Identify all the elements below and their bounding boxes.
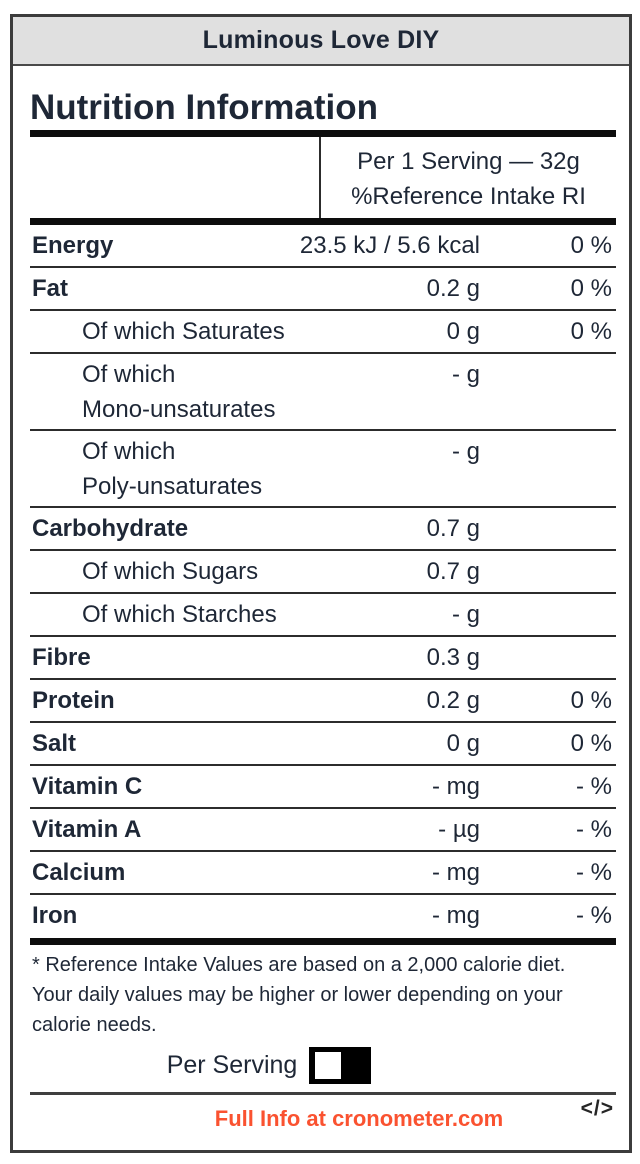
reference-intake-footnote: * Reference Intake Values are based on a…: [30, 950, 616, 1040]
nutrient-name: Salt: [32, 730, 77, 757]
nutrient-name: Vitamin A: [32, 816, 142, 843]
nutrient-ri: - %: [576, 816, 612, 843]
nutrient-ri: 0 %: [570, 232, 612, 259]
brand-title: Luminous Love DIY: [202, 26, 440, 54]
nutrient-amount: 0.2 g: [426, 275, 480, 302]
toggle-knob-icon: [315, 1051, 342, 1079]
thick-divider-bottom: [30, 938, 616, 945]
table-row-carbohydrate: Carbohydrate 0.7 g: [30, 508, 616, 551]
nutrient-amount: - mg: [432, 773, 480, 800]
nutrient-ri: 0 %: [570, 275, 612, 302]
nutrient-name: Iron: [32, 902, 78, 929]
footnote-line: * Reference Intake Values are based on a…: [32, 954, 566, 976]
nutrient-amount: - g: [451, 361, 480, 388]
table-row-mono-unsaturates: Of which Mono-unsaturates - g: [30, 354, 616, 431]
table-row-sugars: Of which Sugars 0.7 g: [30, 551, 616, 594]
per-serving-toggle[interactable]: [309, 1046, 372, 1084]
nutrient-name: Protein: [32, 687, 115, 714]
footnote-line: Your daily values may be higher or lower…: [32, 984, 563, 1006]
table-row-calcium: Calcium - mg - %: [30, 852, 616, 895]
nutrient-name: Of which Starches: [82, 601, 277, 628]
nutrient-table: Energy 23.5 kJ / 5.6 kcal 0 % Fat 0.2 g …: [30, 225, 616, 938]
nutrient-amount: - µg: [438, 816, 480, 843]
table-row-protein: Protein 0.2 g 0 %: [30, 680, 616, 723]
nutrient-name: Fat: [32, 275, 68, 302]
nutrient-name: Carbohydrate: [32, 515, 189, 542]
nutrient-amount: 0.7 g: [426, 515, 480, 542]
page-title: Nutrition Information: [30, 88, 379, 127]
thick-divider-top: [30, 130, 616, 137]
nutrient-name-line2: Poly-unsaturates: [82, 473, 263, 500]
nutrient-name: Fibre: [32, 644, 91, 671]
table-column-header: Per 1 Serving — 32g %Reference Intake RI: [30, 137, 616, 218]
nutrient-ri: 0 %: [570, 730, 612, 757]
nutrient-amount: 0.3 g: [426, 644, 480, 671]
nutrient-name-line2: Mono-unsaturates: [82, 396, 276, 423]
nutrient-ri: - %: [576, 773, 612, 800]
embed-code-icon[interactable]: </>: [580, 1097, 614, 1120]
table-row-energy: Energy 23.5 kJ / 5.6 kcal 0 %: [30, 225, 616, 268]
nutrient-name: Vitamin C: [32, 773, 143, 800]
nutrient-name: Of which Saturates: [82, 318, 285, 345]
nutrient-amount: - g: [451, 601, 480, 628]
nutrient-amount: - g: [451, 438, 480, 465]
nutrient-name: Calcium: [32, 859, 126, 886]
nutrient-ri: 0 %: [570, 687, 612, 714]
reference-intake-header: %Reference Intake RI: [351, 183, 586, 210]
thick-divider-header: [30, 218, 616, 225]
footer-divider: [30, 1092, 616, 1095]
nutrient-ri: 0 %: [570, 318, 612, 345]
nutrient-amount: - mg: [432, 902, 480, 929]
table-row-poly-unsaturates: Of which Poly-unsaturates - g: [30, 431, 616, 508]
table-row-vitamin-c: Vitamin C - mg - %: [30, 766, 616, 809]
table-row-starches: Of which Starches - g: [30, 594, 616, 637]
nutrient-name: Energy: [32, 232, 114, 259]
serving-size-header: Per 1 Serving — 32g: [357, 148, 580, 175]
nutrient-amount: - mg: [432, 859, 480, 886]
table-row-salt: Salt 0 g 0 %: [30, 723, 616, 766]
table-row-fat: Fat 0.2 g 0 %: [30, 268, 616, 311]
nutrient-amount: 0.7 g: [426, 558, 480, 585]
per-serving-label: Per Serving: [166, 1050, 298, 1079]
nutrient-name: Of which Poly-unsaturates: [30, 434, 295, 504]
nutrient-amount: 23.5 kJ / 5.6 kcal: [299, 232, 480, 259]
per-serving-row: Per Serving: [0, 1046, 562, 1084]
nutrient-name: Of which Mono-unsaturates: [30, 357, 295, 427]
table-row-vitamin-a: Vitamin A - µg - %: [30, 809, 616, 852]
nutrient-ri: - %: [576, 859, 612, 886]
table-row-iron: Iron - mg - %: [30, 895, 616, 938]
cronometer-link[interactable]: Full Info at cronometer.com: [214, 1106, 504, 1131]
nutrient-ri: - %: [576, 902, 612, 929]
footer: Full Info at cronometer.com </>: [30, 1097, 616, 1135]
nutrient-amount: 0 g: [446, 318, 480, 345]
table-row-saturates: Of which Saturates 0 g 0 %: [30, 311, 616, 354]
table-row-fibre: Fibre 0.3 g: [30, 637, 616, 680]
column-header-cell: Per 1 Serving — 32g %Reference Intake RI: [319, 137, 616, 218]
nutrient-amount: 0 g: [446, 730, 480, 757]
nutrient-amount: 0.2 g: [426, 687, 480, 714]
brand-header: Luminous Love DIY: [13, 17, 629, 66]
footnote-line: calorie needs.: [32, 1014, 157, 1036]
nutrition-label-widget: Luminous Love DIY Nutrition Information …: [10, 14, 632, 1153]
label-content: Nutrition Information Per 1 Serving — 32…: [13, 90, 629, 1135]
nutrient-name: Of which Sugars: [82, 558, 259, 585]
